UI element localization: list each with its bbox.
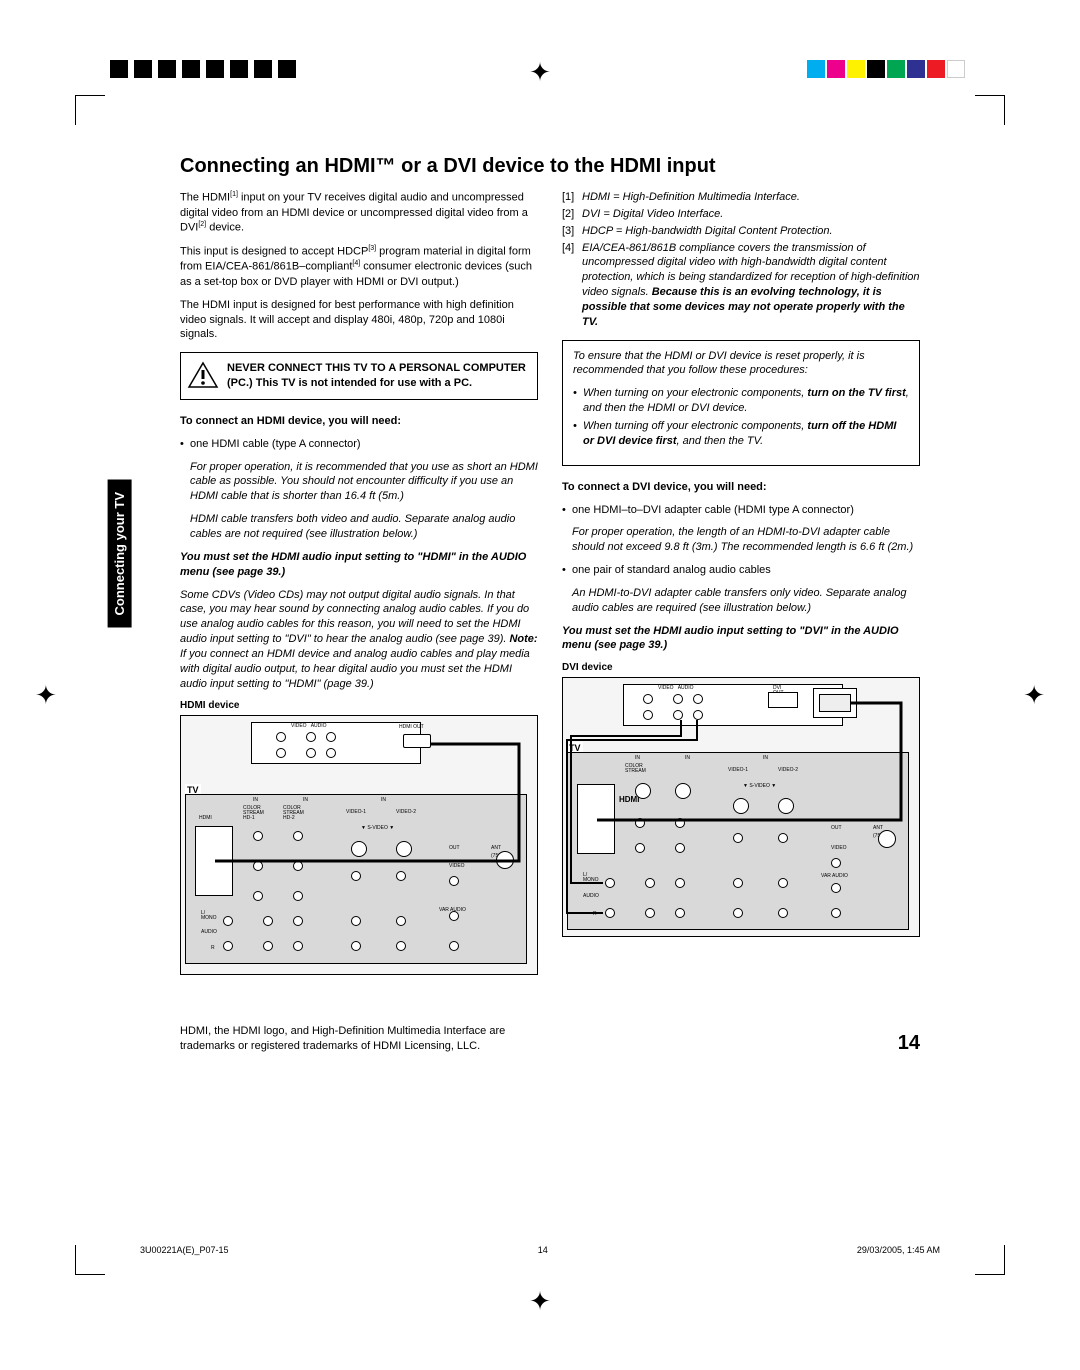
dvi-must-setting: You must set the HDMI audio input settin… [562, 624, 920, 654]
top-cross-icon: ✦ [529, 60, 551, 84]
hdmi-note-2: HDMI cable transfers both video and audi… [180, 512, 538, 542]
notebox-intro: To ensure that the HDMI or DVI device is… [573, 349, 909, 379]
crop-mark [975, 1245, 1005, 1275]
procedure-note-box: To ensure that the HDMI or DVI device is… [562, 340, 920, 466]
hdmi-need-item: one HDMI cable (type A connector) [180, 437, 538, 452]
page-content: Connecting an HDMI™ or a DVI device to t… [180, 155, 920, 1053]
hdmi-connection-diagram: VIDEO AUDIO HDMI OUT TV HDMI IN IN [180, 715, 538, 975]
dvi-connection-diagram: VIDEO AUDIO DVIOUT TV HDMI IN [562, 677, 920, 937]
footer-page: 14 [538, 1245, 548, 1255]
dvi-note-1: For proper operation, the length of an H… [562, 525, 920, 555]
page-title: Connecting an HDMI™ or a DVI device to t… [180, 155, 920, 178]
hdmi-diagram-label: HDMI device [180, 699, 538, 713]
crop-mark [75, 95, 105, 125]
footnotes: [1]HDMI = High-Definition Multimedia Int… [562, 190, 920, 330]
crop-mark [75, 1245, 105, 1275]
left-cross-icon: ✦ [35, 680, 57, 711]
color-squares [805, 60, 965, 78]
dvi-note-2: An HDMI-to-DVI adapter cable transfers o… [562, 586, 920, 616]
page-number: 14 [898, 1032, 920, 1055]
warning-icon [187, 361, 219, 389]
hdmi-must-setting: You must set the HDMI audio input settin… [180, 550, 538, 580]
dvi-need-item-1: one HDMI–to–DVI adapter cable (HDMI type… [562, 503, 920, 518]
notebox-bullet-1: When turning on your electronic componen… [573, 386, 909, 416]
dvi-need-item-2: one pair of standard analog audio cables [562, 563, 920, 578]
right-cross-icon: ✦ [1023, 680, 1045, 711]
connect-hdmi-heading: To connect an HDMI device, you will need… [180, 414, 538, 429]
hdmi-note-1: For proper operation, it is recommended … [180, 460, 538, 505]
hdmi-cable-path [181, 716, 537, 974]
left-column: The HDMI[1] input on your TV receives di… [180, 190, 538, 975]
intro-paragraph-3: The HDMI input is designed for best perf… [180, 298, 538, 343]
bottom-cross-icon: ✦ [529, 1286, 551, 1317]
notebox-bullet-2: When turning off your electronic compone… [573, 419, 909, 449]
footer-meta: 3U00221A(E)_P07-15 14 29/03/2005, 1:45 A… [140, 1245, 940, 1255]
connect-dvi-heading: To connect a DVI device, you will need: [562, 480, 920, 495]
dvi-diagram-label: DVI device [562, 661, 920, 675]
cdv-note: Some CDVs (Video CDs) may not output dig… [180, 588, 538, 692]
trademark-note: HDMI, the HDMI logo, and High-Definition… [180, 1024, 530, 1053]
intro-paragraph-1: The HDMI[1] input on your TV receives di… [180, 190, 538, 236]
warning-text: NEVER CONNECT THIS TV TO A PERSONAL COMP… [227, 362, 526, 389]
crop-mark [975, 95, 1005, 125]
print-registration-row: ✦ [0, 60, 1080, 84]
warning-box: NEVER CONNECT THIS TV TO A PERSONAL COMP… [180, 352, 538, 400]
dvi-cable-path [563, 678, 919, 936]
footer-doc-id: 3U00221A(E)_P07-15 [140, 1245, 229, 1255]
section-tab: Connecting your TV [108, 480, 132, 628]
intro-paragraph-2: This input is designed to accept HDCP[3]… [180, 244, 538, 290]
footer-timestamp: 29/03/2005, 1:45 AM [857, 1245, 940, 1255]
right-column: [1]HDMI = High-Definition Multimedia Int… [562, 190, 920, 975]
